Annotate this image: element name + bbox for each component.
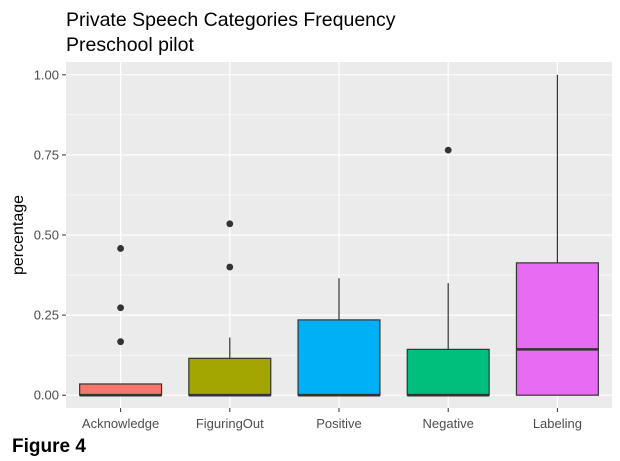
y-axis-title: percentage xyxy=(10,195,27,275)
x-tick-label: Negative xyxy=(423,416,474,431)
outlier-point xyxy=(226,263,234,271)
x-tick-label: Positive xyxy=(316,416,362,431)
outlier-point xyxy=(117,304,124,312)
y-tick-label: 0.75 xyxy=(34,147,59,162)
x-tick-label: FiguringOut xyxy=(196,416,264,431)
y-axis: 0.00 0.25 0.50 0.75 1.00 xyxy=(34,67,66,403)
box-body xyxy=(79,383,163,396)
box-body xyxy=(515,262,599,396)
x-tick-label: Acknowledge xyxy=(82,416,159,431)
outlier-point xyxy=(444,146,452,154)
box-negative xyxy=(406,146,490,397)
y-tick-label: 0.25 xyxy=(34,308,59,323)
outlier-point xyxy=(117,245,124,252)
box-labeling xyxy=(515,74,599,396)
y-tick-label: 0.00 xyxy=(34,388,59,403)
box-acknowledge xyxy=(79,245,163,397)
box-body xyxy=(188,357,272,396)
box-body xyxy=(406,348,490,396)
box-figuringout xyxy=(188,220,272,397)
chart-subtitle: Preschool pilot xyxy=(66,34,194,56)
box-positive xyxy=(297,278,381,397)
outlier-point xyxy=(226,220,234,228)
box-body xyxy=(297,319,381,396)
chart-title: Private Speech Categories Frequency xyxy=(66,9,396,31)
x-axis: Acknowledge FiguringOut Positive Negative La… xyxy=(82,408,582,431)
y-tick-label: 1.00 xyxy=(34,67,59,82)
boxes xyxy=(79,74,599,397)
figure-caption: Figure 4 xyxy=(12,436,86,457)
y-tick-label: 0.50 xyxy=(34,228,59,243)
outlier-point xyxy=(117,338,124,346)
x-tick-label: Labeling xyxy=(533,416,582,431)
